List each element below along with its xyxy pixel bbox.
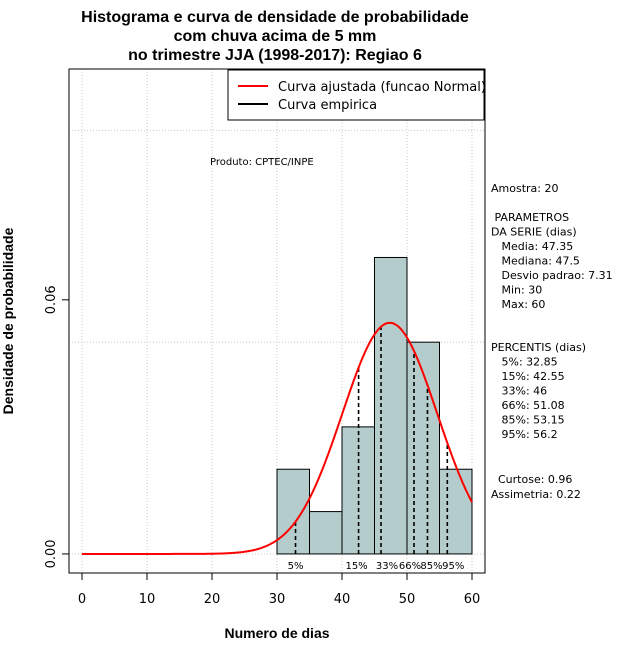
series-parameter: Media: 47.35 bbox=[491, 240, 573, 253]
y-tick-label: 0.06 bbox=[44, 285, 59, 314]
chart-title-line: no trimestre JJA (1998-2017): Regiao 6 bbox=[128, 47, 422, 64]
series-parameter: Mediana: 47.5 bbox=[491, 255, 580, 268]
legend-label: Curva ajustada (funcao Normal) bbox=[278, 80, 486, 95]
x-tick-label: 30 bbox=[269, 592, 286, 607]
axes: 0 10 20 30 40 50 60 0.00 0.06 Numero de dias Densi… bbox=[0, 227, 480, 641]
credit-label: Produto: CPTEC/INPE bbox=[210, 157, 314, 168]
chart-title-line: Histograma e curva de densidade de proba… bbox=[81, 9, 469, 26]
histogram-bar bbox=[374, 256, 408, 555]
series-parameter: Desvio padrao: 7.31 bbox=[491, 269, 613, 282]
shape-stat: Assimetria: 0.22 bbox=[491, 488, 581, 501]
percentile-label: 66% bbox=[399, 561, 421, 572]
percentile-stat: 5%: 32.85 bbox=[491, 356, 558, 369]
x-axis-title: Numero de dias bbox=[224, 625, 329, 641]
histogram-bar bbox=[276, 468, 310, 555]
titles: Histograma e curva de densidade de proba… bbox=[81, 9, 469, 64]
y-tick-label: 0.00 bbox=[44, 539, 59, 568]
normal-curve bbox=[82, 321, 473, 555]
percentile-label: 95% bbox=[442, 561, 464, 572]
percentile-lines: 5% 15% 33% 66% 85% 95% bbox=[288, 326, 464, 572]
side-panel: Amostra: 20 PARAMETROS DA SERIE (dias) Me… bbox=[491, 182, 613, 501]
percentile-label: 85% bbox=[420, 561, 442, 572]
x-tick-label: 60 bbox=[464, 592, 481, 607]
legend-box bbox=[227, 69, 485, 121]
percentile-stat: 85%: 53.15 bbox=[491, 414, 565, 427]
percentile-stat: PERCENTIS (dias) bbox=[491, 341, 586, 354]
percentile-stat: 66%: 51.08 bbox=[491, 399, 565, 412]
percentile-label: 15% bbox=[345, 561, 367, 572]
normal-fit-curve bbox=[82, 321, 473, 555]
shape-stat: Curtose: 0.96 bbox=[491, 473, 572, 486]
percentile-stat: 95%: 56.2 bbox=[491, 428, 558, 441]
chart-title-line: com chuva acima de 5 mm bbox=[174, 28, 377, 45]
histogram-bar bbox=[439, 468, 473, 555]
percentile-stat: 33%: 46 bbox=[491, 385, 547, 398]
x-tick-label: 10 bbox=[139, 592, 156, 607]
sample-size: Amostra: 20 bbox=[491, 182, 558, 195]
series-parameter: PARAMETROS bbox=[491, 211, 569, 224]
y-axis-title: Densidade de probabilidade bbox=[0, 227, 16, 414]
percentile-label: 5% bbox=[288, 561, 304, 572]
histogram-bars bbox=[276, 256, 473, 555]
x-tick-label: 20 bbox=[204, 592, 221, 607]
x-tick-label: 50 bbox=[399, 592, 416, 607]
x-tick-label: 0 bbox=[78, 592, 86, 607]
legend: Curva ajustada (funcao Normal) Curva empi… bbox=[227, 69, 486, 121]
series-parameter: DA SERIE (dias) bbox=[491, 226, 577, 239]
series-parameter: Min: 30 bbox=[491, 284, 542, 297]
legend-label: Curva empirica bbox=[278, 98, 377, 113]
series-parameter: Max: 60 bbox=[491, 298, 545, 311]
histogram-bar bbox=[309, 511, 343, 555]
percentile-stat: 15%: 42.55 bbox=[491, 370, 565, 383]
percentile-label: 33% bbox=[376, 561, 398, 572]
x-tick-label: 40 bbox=[334, 592, 351, 607]
histogram-bar bbox=[406, 341, 440, 555]
